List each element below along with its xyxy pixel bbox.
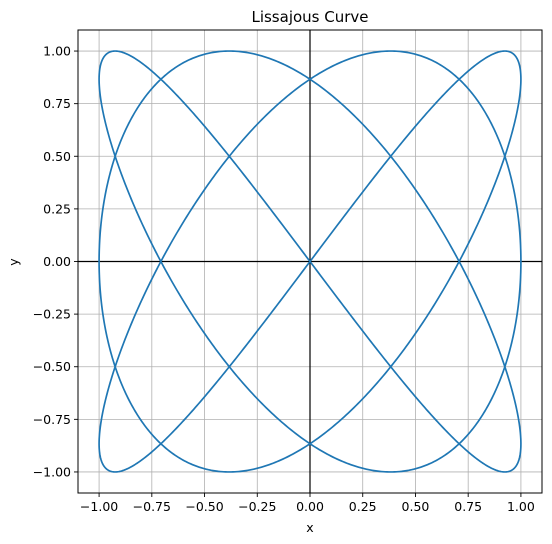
x-axis-label: x xyxy=(306,520,313,535)
y-tick-label: 0.50 xyxy=(43,149,71,164)
chart-title: Lissajous Curve xyxy=(251,8,368,26)
y-tick-label: 0.75 xyxy=(43,96,71,111)
lissajous-curve xyxy=(98,50,522,473)
y-axis-label: y xyxy=(6,258,21,266)
y-tick-label: −0.25 xyxy=(33,307,71,322)
x-tick-label: −1.00 xyxy=(80,499,118,514)
x-tick-label: 0.25 xyxy=(349,499,377,514)
x-axis-ticks: −1.00 −0.75 −0.50 −0.25 0.00 0.25 0.50 0.75 1.00 xyxy=(80,493,535,514)
y-tick-label: 0.25 xyxy=(43,201,71,216)
x-tick-label: 0.50 xyxy=(402,499,430,514)
x-tick-label: −0.25 xyxy=(238,499,276,514)
y-tick-label: −1.00 xyxy=(33,464,71,479)
x-tick-label: −0.75 xyxy=(133,499,171,514)
y-tick-label: 0.00 xyxy=(43,254,71,269)
y-axis-ticks: −1.00 −0.75 −0.50 −0.25 0.00 0.25 0.50 0.75 1.00 xyxy=(33,44,78,479)
x-tick-label: 1.00 xyxy=(507,499,535,514)
x-tick-label: 0.75 xyxy=(454,499,482,514)
x-tick-label: −0.50 xyxy=(185,499,223,514)
series-layer xyxy=(98,50,522,473)
y-tick-label: −0.50 xyxy=(33,359,71,374)
x-tick-label: 0.00 xyxy=(296,499,324,514)
y-tick-label: −0.75 xyxy=(33,412,71,427)
y-tick-label: 1.00 xyxy=(43,44,71,59)
